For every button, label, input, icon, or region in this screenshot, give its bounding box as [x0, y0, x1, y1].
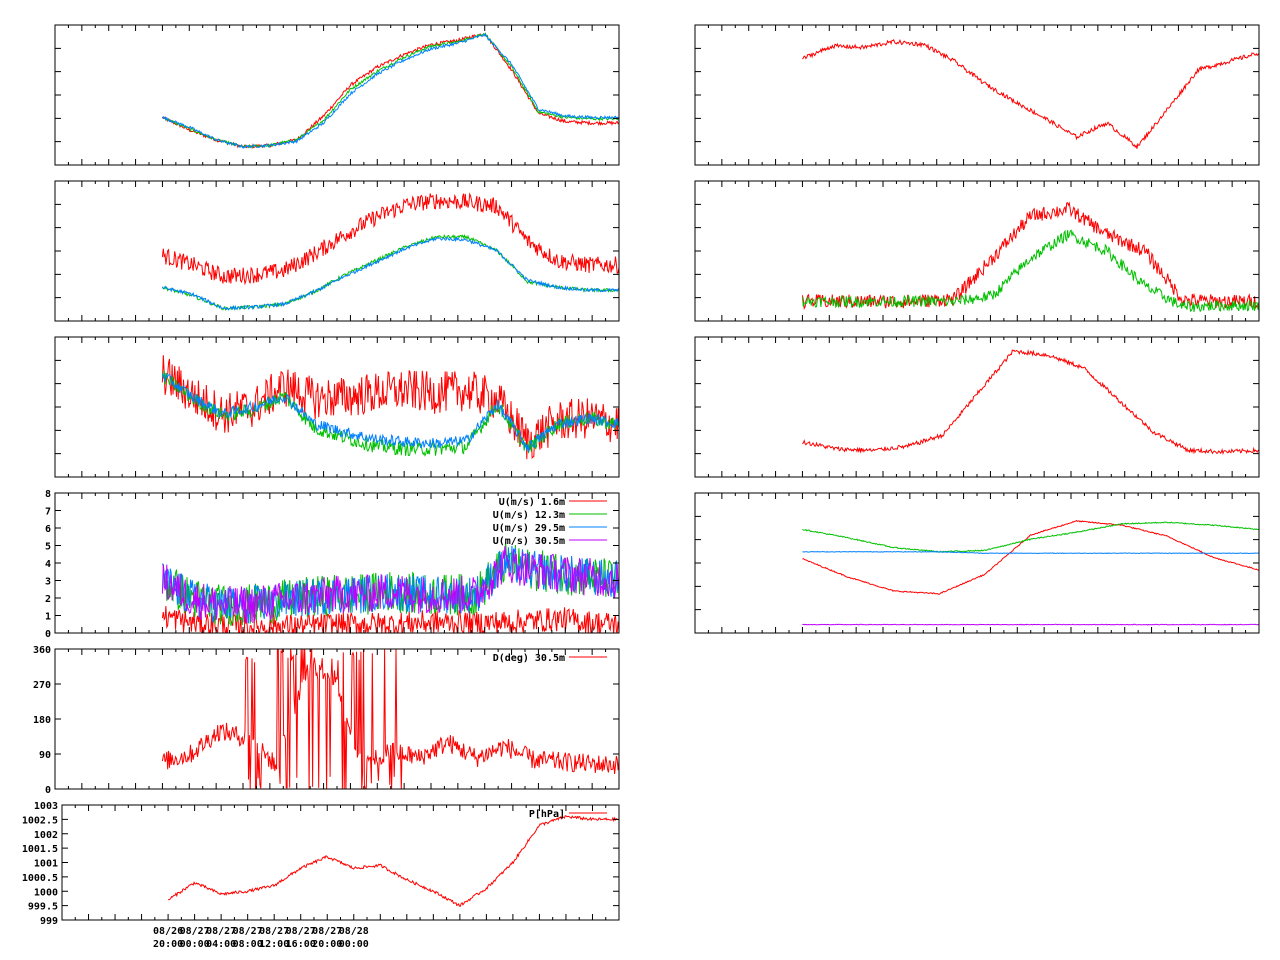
- series-line-p3-0: [161, 355, 619, 460]
- plot-frame-q1: [694, 24, 1260, 166]
- legend-label-p4: U(m/s) 12.3m: [493, 510, 565, 521]
- panel-p3: [54, 336, 620, 478]
- y-tick-label-p4: 8: [45, 489, 51, 500]
- x-tick-label-time: 08:00: [233, 939, 263, 950]
- x-tick-label-time: 00:00: [339, 939, 369, 950]
- series-line-p2-1: [161, 234, 619, 312]
- x-tick-label-time: 20:00: [153, 939, 183, 950]
- x-tick-label-date: 08/28: [339, 926, 369, 937]
- y-tick-label-p5: 180: [33, 715, 51, 726]
- x-tick-label-date: 08/27: [286, 926, 316, 937]
- x-tick-label-time: 12:00: [259, 939, 289, 950]
- panel-p5: 0 90 180 270 360 D(deg) 30.5m: [33, 645, 620, 796]
- series-line-p6-0: [167, 815, 619, 907]
- y-tick-label-p5: 90: [39, 750, 51, 761]
- panel-p2: [54, 180, 620, 322]
- plot-frame-p1: [54, 24, 620, 166]
- panel-p4: 0 1 2 3 4 5 6 7 8 U(m/s) 1.6m U(m/s) 12.3m U(m/s) 2…: [45, 489, 620, 640]
- series-line-q2-1: [801, 229, 1259, 313]
- y-tick-label-p6: 1002: [34, 830, 58, 841]
- y-tick-label-p5: 360: [33, 645, 51, 656]
- series-line-q4-0: [802, 519, 1259, 595]
- series-line-p1-1: [162, 32, 619, 149]
- series-line-p4-3: [161, 546, 619, 624]
- y-tick-label-p4: 3: [45, 577, 51, 588]
- series-line-q4-1: [802, 521, 1259, 553]
- x-tick-label-date: 08/27: [206, 926, 236, 937]
- y-tick-label-p6: 999: [40, 916, 58, 927]
- panel-p6: 999 999.5 1000 1000.5 1001 1001.5 1002 1002.5 10…: [22, 801, 620, 950]
- plot-frame-p2: [54, 180, 620, 322]
- x-tick-label-date: 08/27: [180, 926, 210, 937]
- legend-label-p4: U(m/s) 1.6m: [499, 497, 565, 508]
- series-line-p3-2: [161, 372, 619, 452]
- panel-p1: [54, 24, 620, 166]
- plot-frame-q3: [694, 336, 1260, 478]
- panel-q3: [694, 336, 1260, 478]
- series-line-p1-0: [161, 33, 619, 150]
- y-tick-label-p4: 2: [45, 594, 51, 605]
- x-tick-label-date: 08/27: [259, 926, 289, 937]
- panel-q4: [694, 492, 1260, 634]
- y-tick-label-p6: 1003: [34, 801, 58, 812]
- series-line-q3-0: [802, 349, 1259, 456]
- y-tick-label-p6: 1000.5: [22, 873, 58, 884]
- series-line-p2-2: [161, 236, 619, 311]
- y-tick-label-p4: 5: [45, 542, 51, 553]
- x-tick-label-time: 16:00: [286, 939, 316, 950]
- y-tick-label-p6: 1002.5: [22, 815, 58, 826]
- legend-label-p6: P[hPa]: [529, 809, 565, 820]
- series-line-p2-0: [161, 192, 619, 286]
- legend-label-p4: U(m/s) 29.5m: [493, 523, 565, 534]
- series-line-p5-0: [161, 649, 619, 789]
- x-tick-label-time: 00:00: [180, 939, 210, 950]
- x-tick-label-date: 08/26: [153, 926, 183, 937]
- y-tick-label-p5: 270: [33, 680, 51, 691]
- y-tick-label-p4: 4: [45, 559, 51, 570]
- x-tick-label-date: 08/27: [233, 926, 263, 937]
- series-line-p3-1: [161, 370, 619, 457]
- y-tick-label-p4: 1: [45, 612, 51, 623]
- series-line-p4-0: [161, 605, 619, 633]
- y-tick-label-p4: 0: [45, 629, 51, 640]
- y-tick-label-p5: 0: [45, 785, 51, 796]
- x-tick-label-date: 08/27: [312, 926, 342, 937]
- legend-label-p5: D(deg) 30.5m: [493, 653, 565, 664]
- y-tick-label-p6: 999.5: [28, 902, 58, 913]
- y-tick-label-p4: 7: [45, 507, 51, 518]
- series-line-p1-2: [161, 32, 619, 149]
- y-tick-label-p4: 6: [45, 524, 51, 535]
- panel-q2: [694, 180, 1260, 322]
- x-tick-label-time: 04:00: [206, 939, 236, 950]
- legend-label-p4: U(m/s) 30.5m: [493, 536, 565, 547]
- series-line-q4-2: [802, 550, 1259, 555]
- panel-q1: [694, 24, 1260, 166]
- series-line-q4-3: [802, 623, 1259, 626]
- plot-frame-p3: [54, 336, 620, 478]
- y-tick-label-p6: 1000: [34, 887, 58, 898]
- series-line-q1-0: [802, 38, 1259, 149]
- y-tick-label-p6: 1001: [34, 859, 58, 870]
- series-line-q2-0: [801, 201, 1259, 311]
- y-tick-label-p6: 1001.5: [22, 844, 58, 855]
- plot-frame-q4: [694, 492, 1260, 634]
- x-tick-label-time: 20:00: [312, 939, 342, 950]
